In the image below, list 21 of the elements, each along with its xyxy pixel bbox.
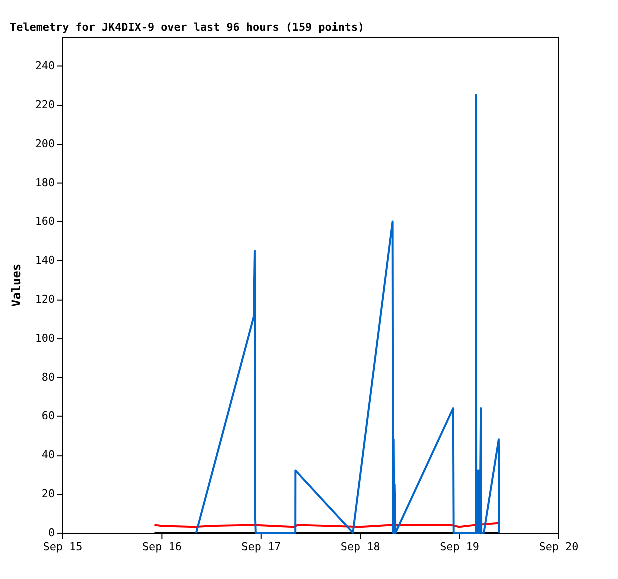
- x-tick-label: Sep 16: [142, 540, 182, 554]
- x-tick-label: Sep 15: [43, 540, 83, 554]
- x-tick-label: Sep 18: [340, 540, 380, 554]
- y-tick-label: 0: [48, 526, 56, 540]
- chart-title: Telemetry for JK4DIX-9 over last 96 hours (159 points): [10, 21, 365, 34]
- y-tick-label: 20: [42, 488, 56, 501]
- y-tick-label: 60: [42, 410, 56, 423]
- y-tick-label: 120: [35, 293, 56, 306]
- x-tick-label: Sep 20: [539, 540, 579, 554]
- y-tick-label: 80: [42, 370, 56, 384]
- y-tick-label: 140: [35, 254, 56, 268]
- y-tick-label: 220: [35, 98, 56, 112]
- y-tick-label: 100: [35, 332, 56, 345]
- y-tick-label: 40: [42, 448, 56, 462]
- y-tick-label: 160: [35, 215, 56, 228]
- y-axis-title: Values: [9, 264, 24, 307]
- y-tick-label: 180: [35, 176, 56, 190]
- y-tick-label: 240: [35, 60, 56, 73]
- y-tick-label: 200: [35, 137, 56, 150]
- x-tick-label: Sep 19: [440, 540, 480, 554]
- x-tick-label: Sep 17: [242, 540, 282, 554]
